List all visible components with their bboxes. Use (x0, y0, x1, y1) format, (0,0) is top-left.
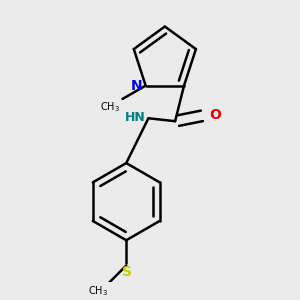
Text: CH$_3$: CH$_3$ (100, 100, 120, 114)
Text: HN: HN (125, 111, 146, 124)
Text: N: N (130, 79, 142, 93)
Text: CH$_3$: CH$_3$ (88, 284, 108, 298)
Text: S: S (122, 265, 132, 279)
Text: O: O (209, 108, 221, 122)
